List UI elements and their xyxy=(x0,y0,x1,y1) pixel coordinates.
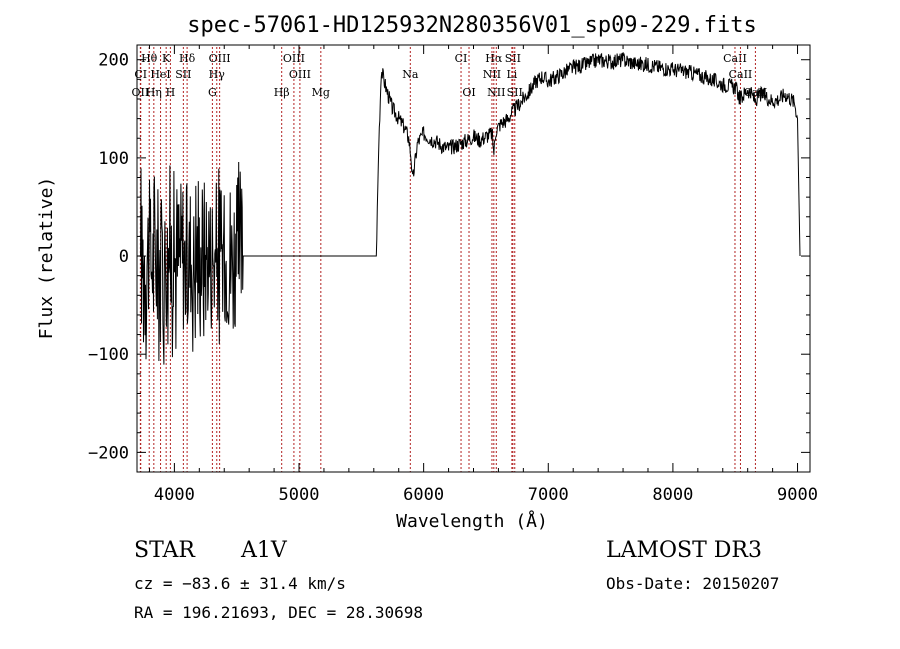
survey-name: LAMOST DR3 xyxy=(606,538,762,563)
spectral-line-label: G xyxy=(208,86,217,99)
spectral-line-label: SII xyxy=(507,86,523,99)
object-class: STAR xyxy=(134,538,195,563)
spectral-line-label: OIII xyxy=(283,52,305,65)
spectral-line-label: SII xyxy=(175,68,191,81)
spectral-line-label: CaII xyxy=(729,68,753,81)
x-axis-label: Wavelength (Å) xyxy=(396,510,548,532)
spectral-line-label: CI xyxy=(455,52,468,65)
y-tick-label: 100 xyxy=(98,149,129,169)
x-tick-label: 5000 xyxy=(279,485,320,505)
spectral-line-label: OI xyxy=(462,86,475,99)
spectral-line-label: H xyxy=(166,86,176,99)
chart-title: spec-57061-HD125932N280356V01_sp09-229.f… xyxy=(187,13,757,38)
spectral-line-label: NII xyxy=(483,68,501,81)
spectral-line-label: SII xyxy=(505,52,521,65)
y-tick-label: −200 xyxy=(88,443,129,463)
spectral-line-label: OIII xyxy=(209,52,231,65)
spectral-line-label: OIII xyxy=(289,68,311,81)
y-tick-label: 0 xyxy=(119,247,129,267)
object-subclass: A1V xyxy=(241,538,287,563)
spectral-line-label: HeI xyxy=(150,68,170,81)
redshift-text: cz = −83.6 ± 31.4 km/s xyxy=(134,574,346,593)
x-tick-label: 8000 xyxy=(652,485,693,505)
spectral-line-label: Hδ xyxy=(179,52,196,65)
x-tick-label: 4000 xyxy=(154,485,195,505)
spectral-line-label: Hβ xyxy=(274,86,290,99)
spectral-line-label: K xyxy=(162,52,171,65)
spectrum-series xyxy=(137,52,801,365)
spectral-line-label: OII xyxy=(132,86,150,99)
x-tick-label: 9000 xyxy=(777,485,818,505)
spectral-line-label: Hγ xyxy=(209,68,226,81)
spectral-line-label: Na xyxy=(402,68,419,81)
y-tick-label: −100 xyxy=(88,345,129,365)
coordinates-text: RA = 196.21693, DEC = 28.30698 xyxy=(134,603,423,622)
spectral-line-label: NII xyxy=(487,86,505,99)
x-tick-label: 7000 xyxy=(528,485,569,505)
spectral-line-label: Hα xyxy=(485,52,503,65)
obs-date-text: Obs-Date: 20150207 xyxy=(606,574,780,593)
x-tick-label: 6000 xyxy=(403,485,444,505)
y-axis-label: Flux (relative) xyxy=(36,177,57,340)
spectral-line-label: CI xyxy=(134,68,147,81)
y-tick-label: 200 xyxy=(98,51,129,71)
spectral-line-label: Mg xyxy=(312,86,330,99)
spectral-line-label: Li xyxy=(506,68,517,81)
spectral-line-label: Hθ xyxy=(141,52,158,65)
spectral-line-label: Hη xyxy=(146,86,162,99)
spectral-line-label: CaII xyxy=(723,52,747,65)
